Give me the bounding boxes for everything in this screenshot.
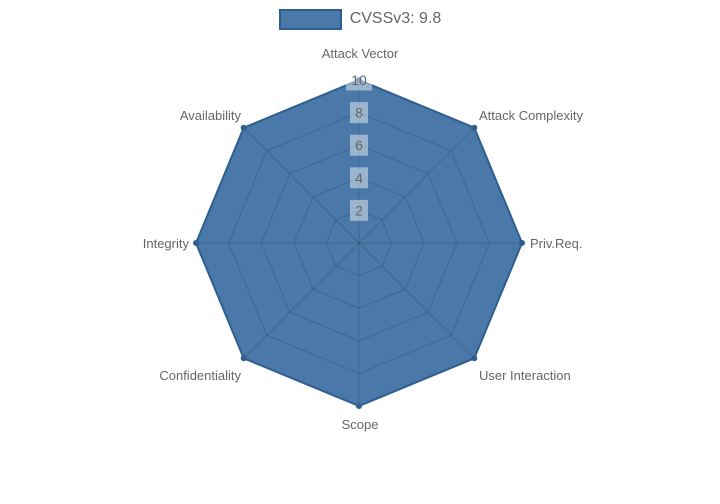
radar-point-marker [356, 403, 362, 409]
radar-point-marker [240, 124, 247, 131]
radar-axis-spoke [358, 242, 475, 359]
radial-tick-label: 8 [355, 105, 363, 121]
radar-axis-spoke [243, 127, 360, 244]
radar-grid-ring [260, 144, 458, 342]
radar-grid-ring [293, 177, 425, 309]
category-label-scope: Scope [342, 417, 379, 432]
radar-point-marker [519, 240, 525, 246]
radial-tick-label: 4 [355, 170, 363, 186]
category-label-integrity: Integrity [143, 236, 190, 251]
category-label-confidentiality: Confidentiality [159, 368, 241, 383]
radar-point-marker [471, 355, 478, 362]
radial-tick-backdrop [346, 69, 372, 91]
radial-tick-backdrop [350, 134, 368, 156]
radial-tick-label: 2 [355, 202, 363, 218]
radial-tick-backdrop [350, 102, 368, 124]
radar-point-marker [356, 77, 362, 83]
radar-axis-spoke [243, 242, 360, 359]
radial-tick-backdrop [350, 199, 368, 221]
category-label-attack-complexity: Attack Complexity [479, 108, 584, 123]
legend-swatch [278, 8, 342, 30]
legend-item[interactable]: CVSSv3: 9.8 [0, 8, 720, 30]
radar-series-fill [196, 80, 522, 406]
radar-grid-ring [325, 209, 393, 277]
category-label-user-interaction: User Interaction [479, 368, 571, 383]
radar-grid-ring [228, 112, 490, 374]
category-label-availability: Availability [180, 108, 242, 123]
radar-point-marker [471, 124, 478, 131]
radar-point-marker [193, 240, 199, 246]
category-label-attack-vector: Attack Vector [322, 46, 399, 61]
radial-tick-backdrop [350, 167, 368, 189]
radar-point-marker [240, 355, 247, 362]
radial-tick-label: 10 [351, 72, 367, 88]
radar-axis-spoke [358, 127, 475, 244]
radial-tick-label: 6 [355, 137, 363, 153]
category-label-priv-req: Priv.Req. [530, 236, 583, 251]
legend-label: CVSSv3: 9.8 [349, 10, 442, 27]
